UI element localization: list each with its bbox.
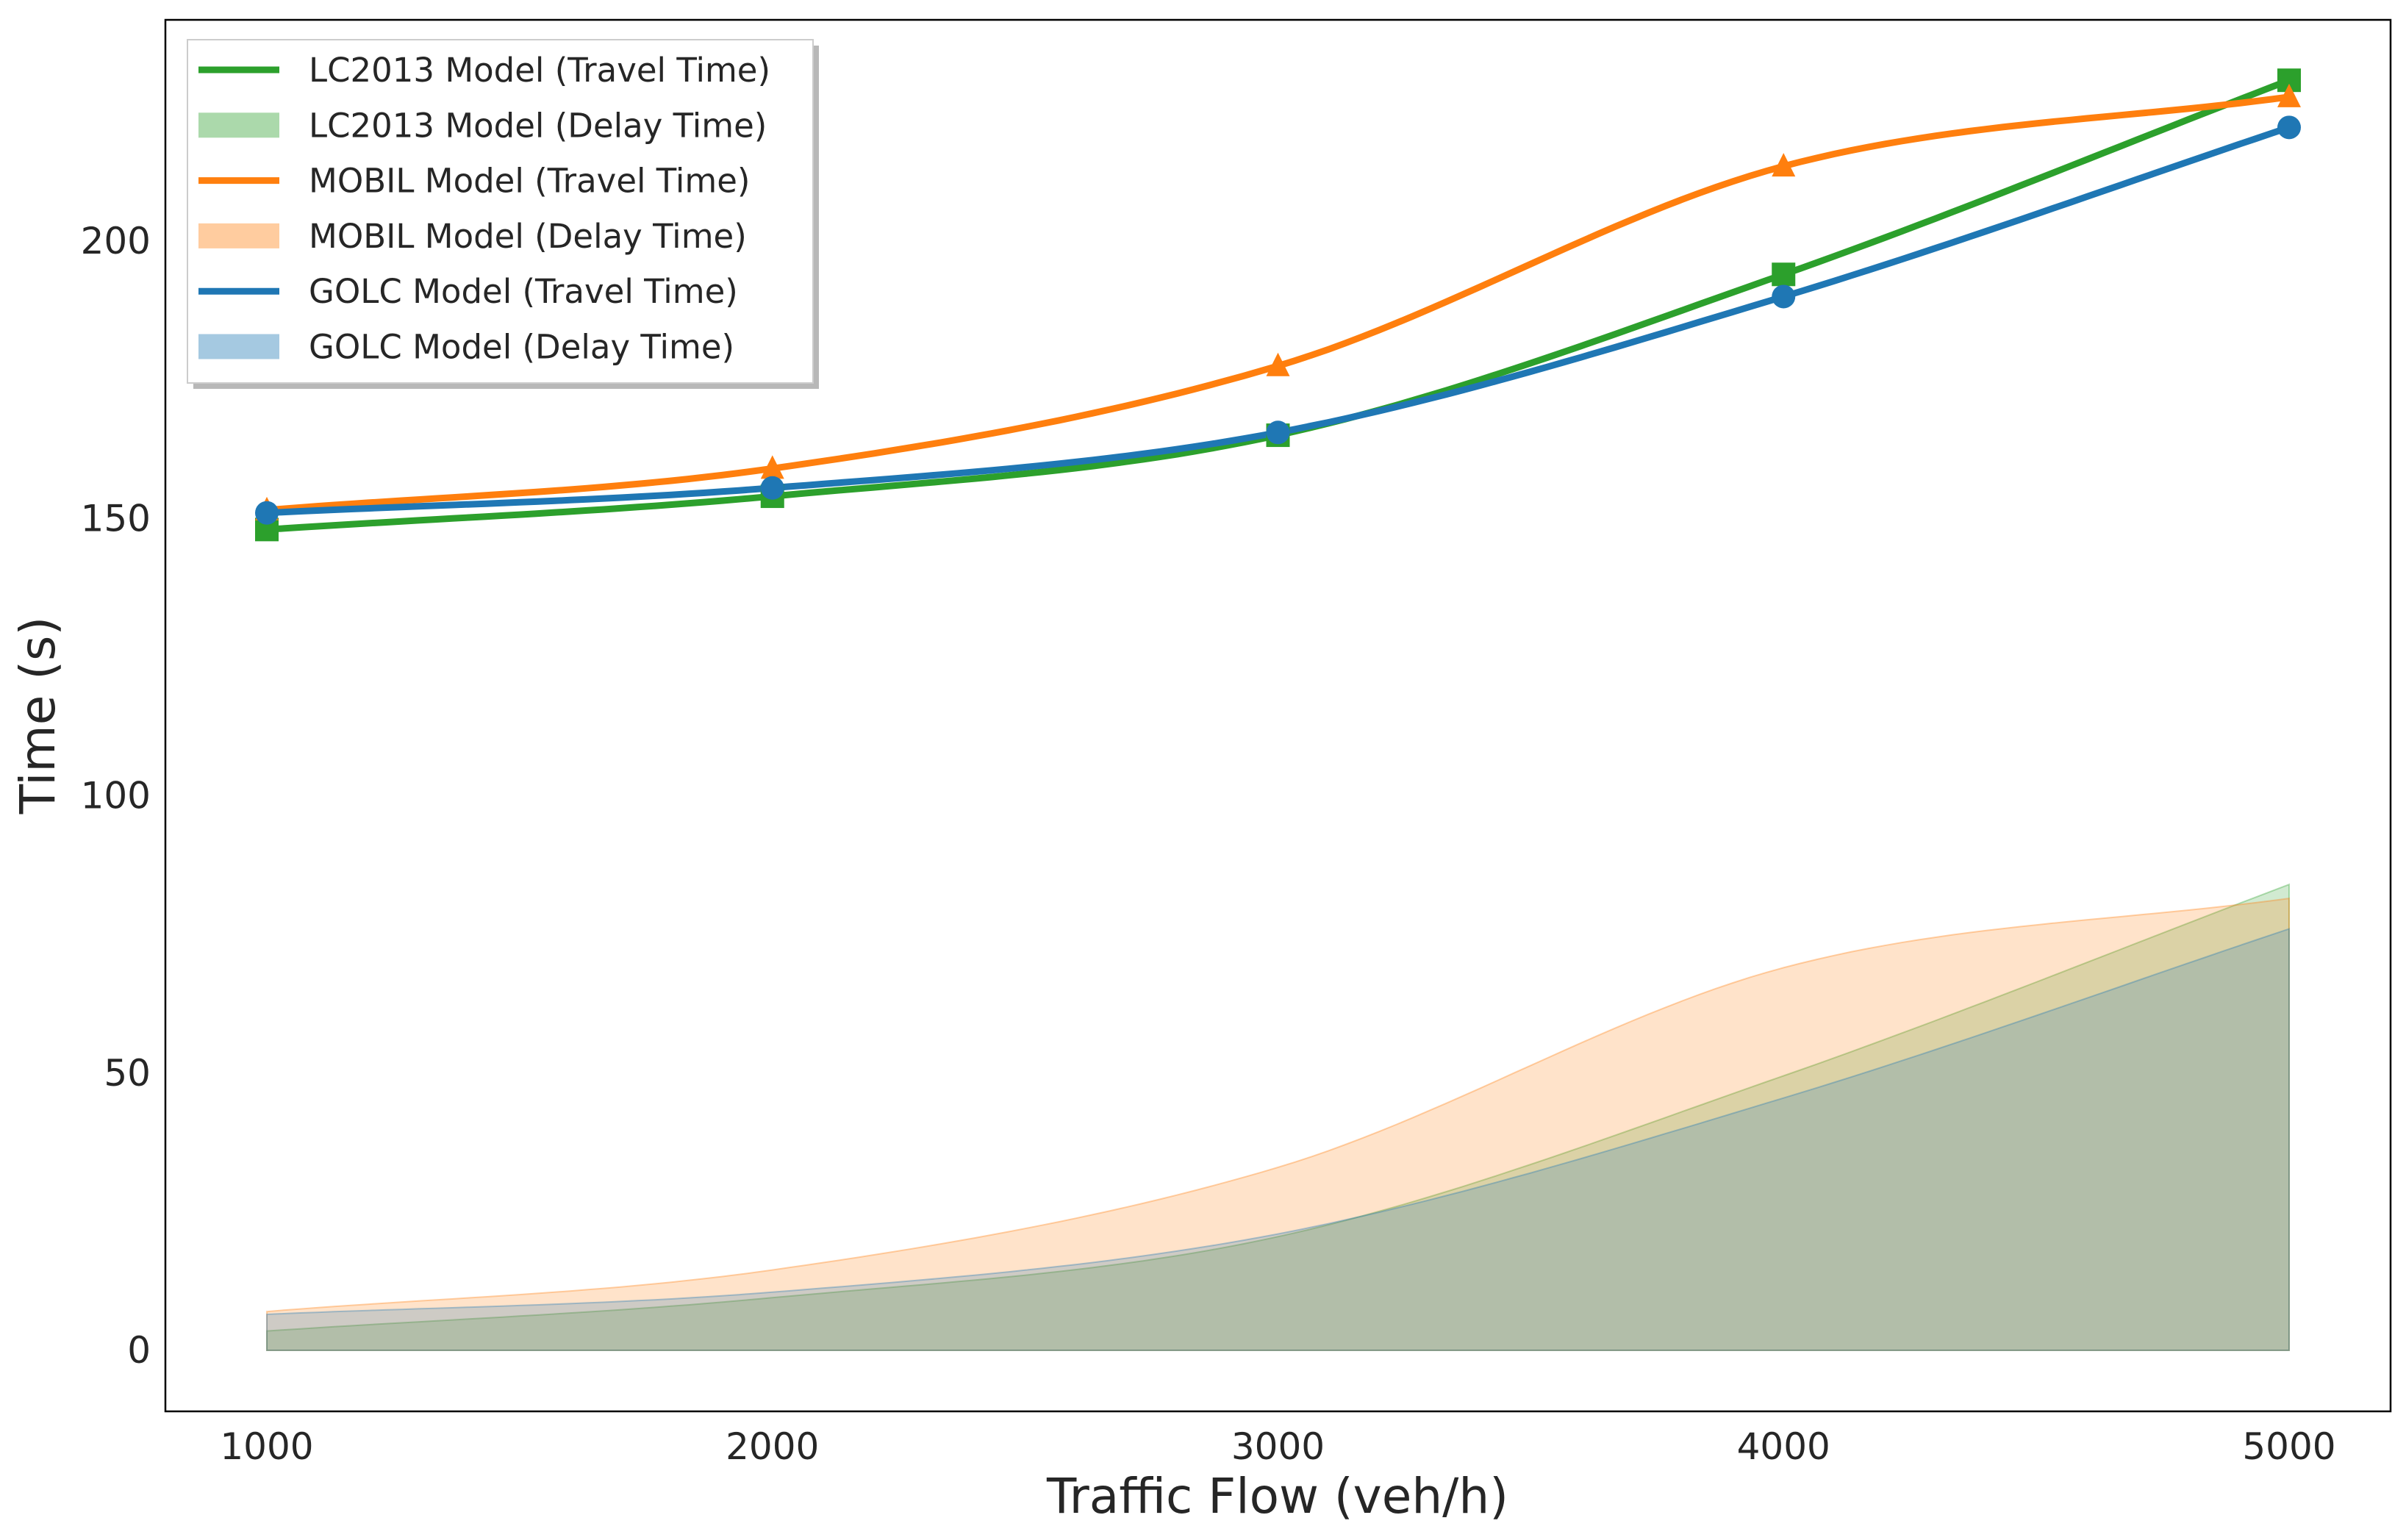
x-tick-label: 3000 [1231, 1425, 1325, 1468]
marker-golc-model-travel-time-4000 [1772, 284, 1796, 309]
legend-entry: GOLC Model (Delay Time) [309, 328, 734, 367]
legend-entry: GOLC Model (Travel Time) [309, 272, 738, 311]
legend-swatch [198, 223, 279, 248]
delay-areas [266, 883, 2290, 1351]
x-axis-label: Traffic Flow (veh/h) [1046, 1468, 1508, 1525]
y-tick-label: 200 [81, 220, 151, 262]
marker-lc2013-model-travel-time-4000 [1772, 262, 1796, 287]
legend-entry: LC2013 Model (Travel Time) [309, 51, 770, 90]
plot-frame [164, 18, 2392, 1413]
x-ticks: 1000 2000 3000 4000 5000 [220, 1425, 2335, 1468]
legend-swatch [198, 112, 279, 138]
marker-golc-model-travel-time-2000 [760, 476, 784, 500]
area-mobil-model-delay-time [266, 897, 2290, 1351]
marker-golc-model-travel-time-3000 [1266, 420, 1290, 445]
legend-entry: MOBIL Model (Travel Time) [309, 162, 751, 201]
legend-entry: LC2013 Model (Delay Time) [309, 106, 767, 145]
y-tick-label: 50 [104, 1052, 151, 1095]
y-axis-label: Time (s) [10, 617, 66, 814]
area-lc2013-model-delay-time [266, 883, 2290, 1351]
marker-mobil-model-travel-time-2000 [760, 455, 784, 479]
x-tick-label: 1000 [220, 1425, 313, 1468]
x-tick-label: 5000 [2242, 1425, 2335, 1468]
legend-swatch [198, 334, 279, 359]
marker-mobil-model-travel-time-3000 [1266, 352, 1290, 376]
legend-entry: MOBIL Model (Delay Time) [309, 217, 747, 256]
legend: LC2013 Model (Travel Time) LC2013 Model (… [187, 39, 819, 389]
marker-golc-model-travel-time-1000 [255, 501, 279, 525]
y-tick-label: 150 [81, 497, 151, 540]
marker-golc-model-travel-time-5000 [2277, 115, 2301, 140]
x-tick-label: 2000 [726, 1425, 819, 1468]
y-tick-label: 0 [127, 1329, 151, 1372]
marker-mobil-model-travel-time-4000 [1772, 153, 1796, 177]
legend-box [187, 39, 814, 384]
marker-mobil-model-travel-time-5000 [2277, 83, 2301, 107]
markers [255, 68, 2301, 542]
y-ticks: 0 50 100 150 200 [81, 220, 151, 1372]
y-tick-label: 100 [81, 775, 151, 817]
area-golc-model-delay-time [266, 928, 2290, 1351]
x-tick-label: 4000 [1737, 1425, 1830, 1468]
